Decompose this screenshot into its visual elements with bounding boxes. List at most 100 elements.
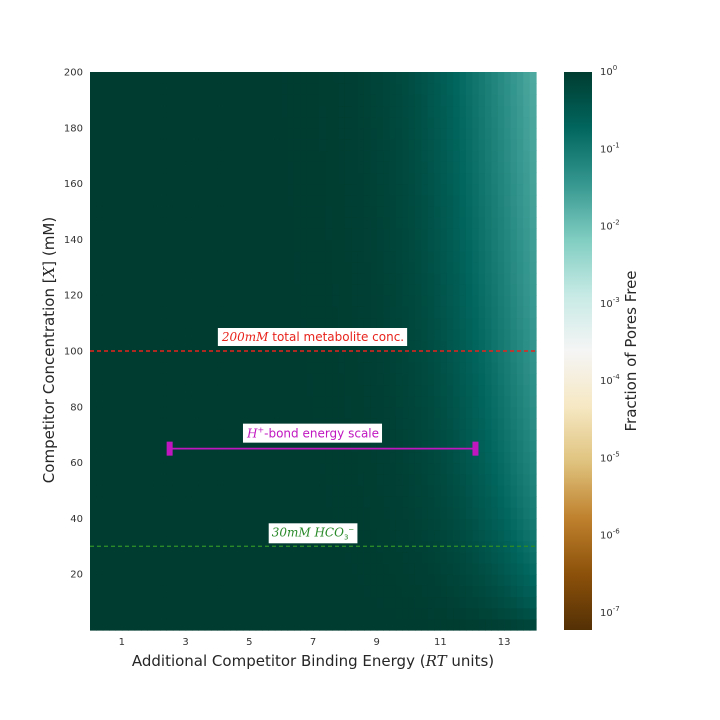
heatmap-cell — [268, 596, 276, 609]
heatmap-cell — [268, 261, 276, 274]
heatmap-cell — [128, 116, 136, 129]
heatmap-cell — [217, 462, 225, 475]
heatmap-cell — [128, 574, 136, 586]
heatmap-cell — [446, 183, 454, 196]
heatmap-cell — [497, 618, 505, 631]
heatmap-cell — [293, 607, 301, 620]
heatmap-cell — [402, 72, 410, 84]
heatmap-cell — [478, 250, 486, 263]
heatmap-cell — [109, 551, 117, 564]
heatmap-cell — [472, 585, 480, 598]
heatmap-cell — [523, 105, 531, 118]
heatmap-cell — [523, 607, 531, 620]
heatmap-cell — [529, 83, 537, 95]
heatmap-cell — [198, 373, 206, 386]
heatmap-cell — [357, 306, 365, 319]
heatmap-cell — [325, 395, 333, 408]
heatmap-cell — [293, 183, 301, 196]
heatmap-cell — [421, 406, 429, 419]
heatmap-cell — [147, 484, 155, 497]
heatmap-cell — [440, 585, 448, 598]
heatmap-cell — [363, 138, 371, 151]
heatmap-cell — [453, 451, 461, 464]
heatmap-cell — [383, 417, 391, 430]
heatmap-cell — [204, 384, 212, 397]
heatmap-cell — [281, 127, 289, 140]
heatmap-cell — [230, 261, 238, 274]
heatmap-cell — [223, 138, 231, 151]
heatmap-cell — [255, 127, 263, 140]
heatmap-cell — [516, 194, 524, 207]
heatmap-cell — [236, 373, 244, 386]
heatmap-cell — [102, 328, 110, 341]
heatmap-cell — [121, 373, 129, 386]
heatmap-cell — [465, 339, 473, 352]
heatmap-cell — [357, 440, 365, 453]
heatmap-cell — [357, 183, 365, 196]
heatmap-cell — [510, 306, 518, 319]
heatmap-cell — [351, 295, 359, 307]
heatmap-cell — [160, 295, 168, 307]
heatmap-cell — [140, 429, 148, 441]
heatmap-cell — [223, 373, 231, 386]
heatmap-cell — [293, 551, 301, 564]
heatmap-cell — [198, 328, 206, 341]
heatmap-cell — [453, 574, 461, 586]
hbond-label: H+-bond energy scale — [246, 426, 379, 441]
heatmap-cell — [491, 217, 499, 229]
heatmap-cell — [516, 496, 524, 508]
heatmap-cell — [351, 161, 359, 174]
heatmap-cell — [134, 406, 142, 419]
heatmap-cell — [128, 239, 136, 252]
heatmap-cell — [459, 618, 467, 631]
heatmap-cell — [179, 194, 187, 207]
heatmap-cell — [223, 183, 231, 196]
heatmap-cell — [465, 507, 473, 519]
heatmap-cell — [262, 596, 269, 609]
heatmap-cell — [491, 574, 499, 586]
heatmap-cell — [153, 540, 161, 553]
heatmap-cell — [389, 462, 397, 475]
heatmap-cell — [147, 183, 155, 196]
heatmap-cell — [306, 94, 314, 107]
heatmap-cell — [363, 116, 371, 129]
heatmap-cell — [332, 194, 340, 207]
heatmap-cell — [395, 607, 403, 620]
heatmap-cell — [421, 127, 429, 140]
heatmap-cell — [268, 373, 276, 386]
heatmap-cell — [274, 150, 282, 162]
heatmap-cell — [363, 518, 371, 531]
heatmap-cell — [160, 339, 168, 352]
heatmap-cell — [497, 328, 505, 341]
heatmap-cell — [357, 116, 365, 129]
heatmap-cell — [236, 83, 244, 95]
heatmap-cell — [115, 507, 123, 519]
heatmap-cell — [363, 172, 371, 185]
heatmap-cell — [287, 183, 295, 196]
heatmap-cell — [325, 150, 333, 162]
heatmap-cell — [389, 484, 397, 497]
heatmap-cell — [236, 250, 244, 263]
heatmap-cell — [217, 551, 225, 564]
heatmap-cell — [421, 607, 429, 620]
heatmap-cell — [153, 328, 161, 341]
heatmap-cell — [281, 295, 289, 307]
heatmap-cell — [453, 563, 461, 575]
heatmap-cell — [134, 339, 142, 352]
heatmap-cell — [262, 228, 269, 240]
heatmap-cell — [434, 306, 442, 319]
heatmap-cell — [134, 429, 142, 441]
heatmap-cell — [344, 150, 352, 162]
heatmap-cell — [300, 317, 308, 330]
heatmap-cell — [478, 284, 486, 296]
heatmap-cell — [268, 194, 276, 207]
heatmap-cell — [485, 395, 492, 408]
heatmap-cell — [217, 429, 225, 441]
heatmap-cell — [414, 518, 422, 531]
heatmap-cell — [147, 250, 155, 263]
heatmap-cell — [504, 540, 512, 553]
heatmap-cell — [217, 406, 225, 419]
heatmap-cell — [147, 161, 155, 174]
heatmap-cell — [434, 585, 442, 598]
heatmap-cell — [293, 451, 301, 464]
